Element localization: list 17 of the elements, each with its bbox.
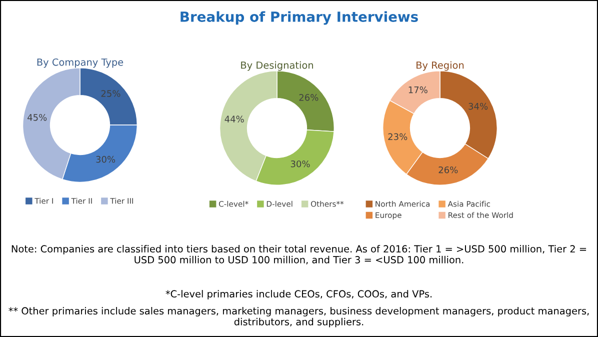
- chart-title: By Designation: [241, 61, 314, 71]
- data-label: 34%: [468, 102, 488, 110]
- data-label: 30%: [96, 156, 116, 163]
- data-label: 25%: [101, 90, 120, 97]
- data-label: 26%: [438, 166, 458, 174]
- data-label: 44%: [224, 116, 244, 122]
- data-label: 23%: [388, 133, 408, 140]
- data-label: 17%: [408, 86, 428, 94]
- text: *C-level primaries include CEOs, CFOs, COOs, and VPs.: [166, 290, 432, 300]
- text: ** Other primaries include sales managers, marketing managers, business development managers, product managers, distributors, and suppliers.: [8, 307, 589, 328]
- data-label: 30%: [290, 160, 310, 168]
- text: Breakup of Primary Interviews: [180, 11, 418, 25]
- chart-title: By Region: [416, 61, 464, 71]
- data-label: 26%: [299, 94, 318, 101]
- data-label: 45%: [28, 114, 47, 121]
- chart-title: By Company Type: [37, 58, 124, 68]
- text: Note: Companies are classified into tiers based on their total revenue. As of 2016: Tier 1 = >USD 500 million, Tier 2 = USD 500 million to USD 100 million, and Tier 3 = <USD 100 million.: [12, 245, 586, 264]
